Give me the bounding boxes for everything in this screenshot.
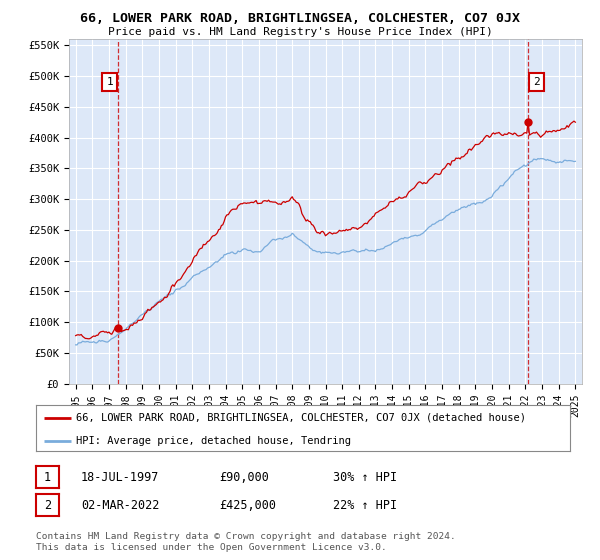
Text: This data is licensed under the Open Government Licence v3.0.: This data is licensed under the Open Gov… (36, 543, 387, 552)
Text: Price paid vs. HM Land Registry's House Price Index (HPI): Price paid vs. HM Land Registry's House … (107, 27, 493, 37)
Text: Contains HM Land Registry data © Crown copyright and database right 2024.: Contains HM Land Registry data © Crown c… (36, 532, 456, 541)
Text: 02-MAR-2022: 02-MAR-2022 (81, 498, 160, 512)
Text: 2: 2 (44, 498, 51, 512)
Text: 22% ↑ HPI: 22% ↑ HPI (333, 498, 397, 512)
Text: 1: 1 (106, 77, 113, 87)
Text: 18-JUL-1997: 18-JUL-1997 (81, 470, 160, 484)
Text: 66, LOWER PARK ROAD, BRIGHTLINGSEA, COLCHESTER, CO7 0JX (detached house): 66, LOWER PARK ROAD, BRIGHTLINGSEA, COLC… (76, 413, 526, 423)
Text: 30% ↑ HPI: 30% ↑ HPI (333, 470, 397, 484)
Text: 1: 1 (44, 470, 51, 484)
Text: £90,000: £90,000 (219, 470, 269, 484)
Text: 66, LOWER PARK ROAD, BRIGHTLINGSEA, COLCHESTER, CO7 0JX: 66, LOWER PARK ROAD, BRIGHTLINGSEA, COLC… (80, 12, 520, 25)
Text: HPI: Average price, detached house, Tendring: HPI: Average price, detached house, Tend… (76, 436, 351, 446)
Text: £425,000: £425,000 (219, 498, 276, 512)
Text: 2: 2 (533, 77, 540, 87)
